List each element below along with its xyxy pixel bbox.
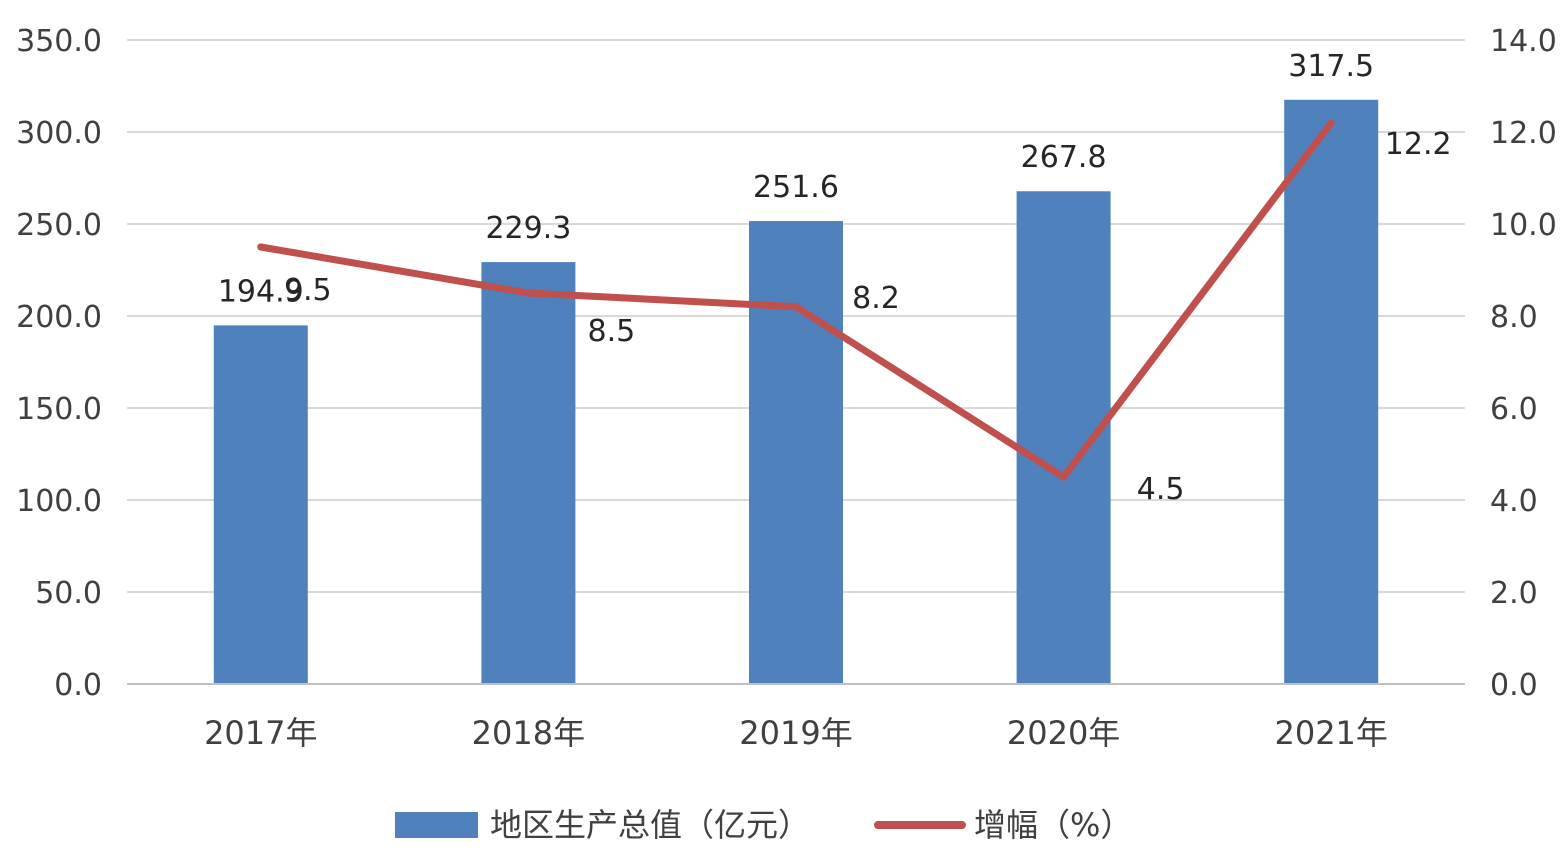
line-data-labels: 9.5 8.5 8.2 4.5 12.2 — [284, 127, 1452, 507]
y-left-tick-label: 150.0 — [16, 392, 102, 427]
legend-label-bar: 地区生产总值（亿元） — [490, 806, 810, 844]
line-series — [257, 119, 1335, 481]
line-point — [257, 243, 265, 251]
bar — [213, 325, 308, 684]
y-left-tick-label: 250.0 — [16, 208, 102, 243]
y-left-tick-label: 300.0 — [16, 116, 102, 151]
y-axis-left: 0.0 50.0 100.0 150.0 200.0 250.0 300.0 350.0 — [16, 24, 102, 703]
y-left-tick-label: 50.0 — [35, 576, 102, 611]
y-right-tick-label: 14.0 — [1490, 24, 1557, 59]
x-axis: 2017年 2018年 2019年 2020年 2021年 — [127, 683, 1465, 752]
y-right-tick-label: 8.0 — [1490, 300, 1538, 335]
line-data-label: 8.2 — [852, 281, 900, 316]
bar — [1284, 99, 1379, 685]
y-right-tick-label: 2.0 — [1490, 576, 1538, 611]
legend: 地区生产总值（亿元） 增幅（%） — [395, 806, 1132, 844]
x-tick-label: 2017年 — [204, 714, 317, 752]
bar — [749, 221, 843, 684]
bar-series — [213, 99, 1379, 685]
y-right-tick-label: 4.0 — [1490, 484, 1538, 519]
legend-swatch-bar — [395, 812, 478, 838]
bar-data-label: 194.9 — [218, 274, 304, 309]
line-data-label: 4.5 — [1137, 472, 1185, 507]
y-left-tick-label: 100.0 — [16, 484, 102, 519]
bar-data-label: 251.6 — [753, 170, 839, 205]
legend-label-line: 增幅（%） — [974, 806, 1132, 844]
bar-data-label: 317.5 — [1288, 49, 1374, 84]
x-tick-label: 2021年 — [1274, 714, 1387, 752]
x-tick-label: 2018年 — [472, 714, 585, 752]
line-data-label: 12.2 — [1385, 127, 1452, 162]
y-right-tick-label: 10.0 — [1490, 208, 1557, 243]
y-left-tick-label: 350.0 — [16, 24, 102, 59]
x-tick-label: 2020年 — [1007, 714, 1120, 752]
bar-data-label: 229.3 — [485, 211, 571, 246]
bar-data-labels: 194.9 229.3 251.6 267.8 317.5 — [218, 49, 1374, 310]
line-point — [1327, 119, 1335, 127]
line-point — [1060, 473, 1068, 481]
y-right-tick-label: 0.0 — [1490, 668, 1538, 703]
x-tick-label: 2019年 — [739, 714, 852, 752]
line-data-label: 9.5 — [284, 273, 332, 308]
line-data-label: 8.5 — [588, 314, 636, 349]
bar — [481, 262, 576, 684]
bar-data-label: 267.8 — [1021, 140, 1107, 175]
y-left-tick-label: 0.0 — [54, 668, 102, 703]
line-point — [524, 289, 532, 297]
y-right-tick-label: 12.0 — [1490, 116, 1557, 151]
y-left-tick-label: 200.0 — [16, 300, 102, 335]
y-right-tick-label: 6.0 — [1490, 392, 1538, 427]
y-axis-right: 0.0 2.0 4.0 6.0 8.0 10.0 12.0 14.0 — [1490, 24, 1557, 703]
line-point — [792, 303, 800, 311]
